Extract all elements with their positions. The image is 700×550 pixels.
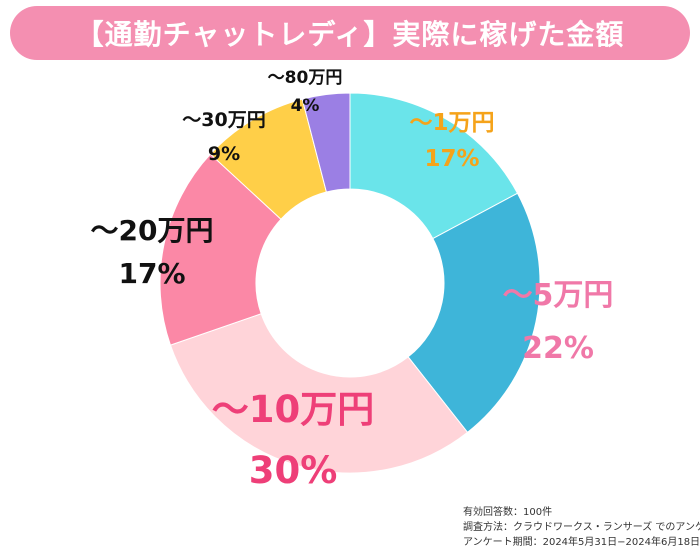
slice-label-2: 〜5万円 [503, 278, 614, 313]
slice-label-1: 〜1万円 [409, 110, 494, 136]
slice-percent-5: 9% [208, 143, 240, 165]
slice-percent-4: 17% [118, 257, 185, 290]
slice-percent-1: 17% [424, 146, 479, 172]
slice-1 [349, 92, 519, 240]
slice-label-5: 〜30万円 [182, 109, 265, 131]
method-note: 調査方法：クラウドワークス・ランサーズ でのアンケート [463, 522, 700, 533]
slice-2 [407, 192, 541, 434]
slice-6 [301, 92, 351, 193]
period-note: アンケート期間：2024年5月31日−2024年6月18日 [463, 537, 700, 548]
slice-label-6: 〜80万円 [268, 68, 343, 88]
title-banner: 【通勤チャットレディ】実際に稼げた金額 [10, 6, 690, 60]
slice-percent-3: 30% [249, 449, 338, 492]
slice-3 [169, 313, 469, 474]
respondents-note: 有効回答数：100件 [463, 507, 553, 518]
slice-4 [159, 153, 282, 346]
slice-label-4: 〜20万円 [91, 214, 214, 247]
chart-title: 【通勤チャットレディ】実際に稼げた金額 [75, 18, 625, 51]
slice-percent-6: 4% [291, 96, 320, 116]
slice-label-3: 〜10万円 [212, 388, 375, 431]
slice-percent-2: 22% [522, 331, 594, 366]
